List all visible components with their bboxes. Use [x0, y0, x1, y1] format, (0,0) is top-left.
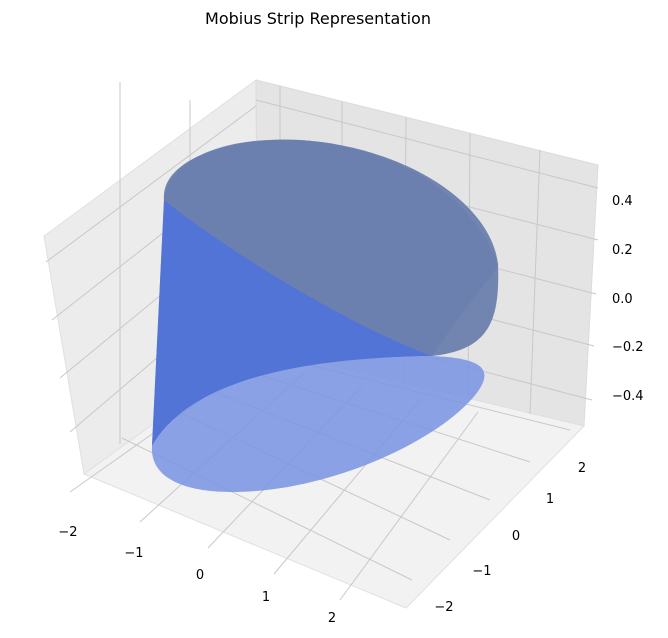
x-tick-label: 2 — [328, 611, 336, 626]
x-tick-label: −2 — [58, 525, 77, 540]
z-axis-ticks: −0.4 −0.2 0.0 0.2 0.4 — [612, 194, 644, 404]
z-tick-label: 0.2 — [612, 243, 633, 258]
y-tick-label: 2 — [578, 461, 586, 476]
x-tick-label: −1 — [124, 546, 143, 561]
surface-front-left — [152, 200, 432, 446]
y-tick-label: −1 — [472, 564, 491, 579]
y-axis-ticks: −2 −1 0 1 2 — [434, 461, 586, 615]
mobius-surface — [151, 139, 499, 492]
y-tick-label: 0 — [512, 529, 520, 544]
chart-title: Mobius Strip Representation — [205, 9, 431, 28]
z-tick-label: −0.4 — [612, 389, 644, 404]
surface-bottom-lobe — [151, 356, 485, 492]
y-tick-label: 1 — [546, 492, 554, 507]
x-tick-label: 0 — [196, 568, 204, 583]
z-tick-label: −0.2 — [612, 340, 644, 355]
z-tick-label: 0.4 — [612, 194, 633, 209]
x-axis-ticks: −2 −1 0 1 2 — [58, 525, 336, 626]
z-tick-label: 0.0 — [612, 292, 633, 307]
surface-top-lobe — [163, 139, 499, 356]
y-tick-label: −2 — [434, 600, 453, 615]
x-tick-label: 1 — [262, 590, 270, 605]
